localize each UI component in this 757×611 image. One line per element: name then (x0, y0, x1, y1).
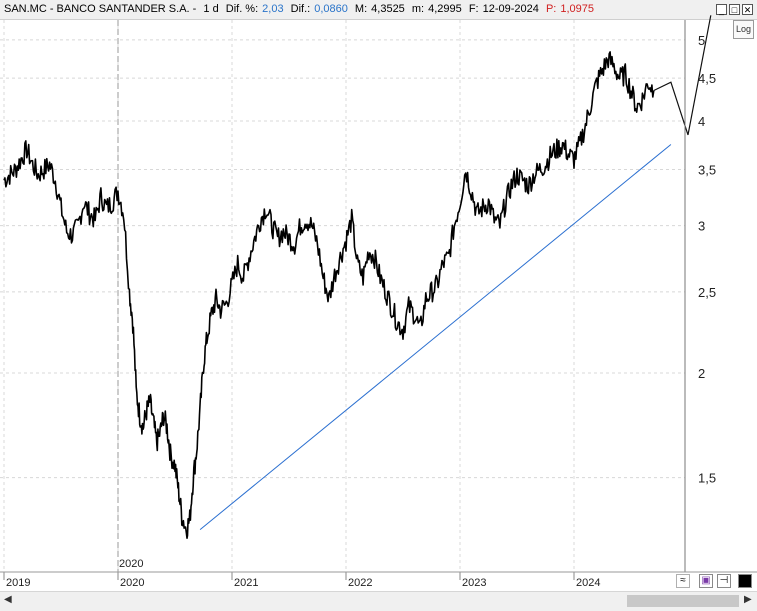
y-tick-label: 3,5 (698, 163, 716, 178)
dif-pct-value: 2,03 (262, 3, 284, 15)
x-tick-label: 2023 (462, 577, 486, 589)
wave-tool-icon[interactable]: ≈ (676, 574, 690, 588)
min-label: m: (411, 3, 425, 15)
x-tick-label: 2024 (576, 577, 600, 589)
support-trendline (199, 144, 672, 531)
p-value: 1,0975 (560, 3, 595, 15)
y-tick-label: 5 (698, 33, 705, 48)
scroll-left-icon[interactable]: ◀ (4, 594, 12, 605)
dif-value: 0,0860 (314, 3, 348, 15)
date-label: F: (468, 3, 479, 15)
symbol-label: SAN.MC - BANCO SANTANDER S.A. - (4, 3, 197, 15)
period-label: 1 d (203, 3, 219, 15)
minimize-icon[interactable]: _ (716, 4, 727, 15)
min-value: 4,2995 (428, 3, 462, 15)
max-value: 4,3525 (371, 3, 405, 15)
y-tick-label: 3 (698, 219, 705, 234)
projection-path (653, 15, 712, 136)
trendline (199, 15, 712, 531)
scroll-right-icon[interactable]: ▶ (744, 594, 752, 605)
axes: 5 4,5 4 3,5 3 2,5 2 1,5 2019 2020 2021 2022 2023 2024 (0, 20, 757, 589)
y-tick-label: 2 (698, 366, 705, 381)
max-label: M: (354, 3, 368, 15)
price-chart[interactable]: 2020 5 4,5 4 3,5 3 2,5 2 1,5 2019 2020 2021 2022 202… (0, 0, 757, 592)
maximize-icon[interactable]: □ (729, 4, 740, 15)
y-tick-label: 2,5 (698, 285, 716, 300)
y-tick-label: 1,5 (698, 471, 716, 486)
dif-label: Dif.: (290, 3, 311, 15)
x-tick-label: 2022 (348, 577, 372, 589)
price-series (3, 51, 655, 539)
y-tick-label: 4 (698, 114, 705, 129)
grid (0, 20, 685, 572)
price-line (3, 51, 655, 539)
scroll-thumb[interactable] (627, 595, 739, 607)
chart-header: SAN.MC - BANCO SANTANDER S.A. - 1 d Dif.… (0, 0, 757, 20)
close-icon[interactable]: ✕ (742, 4, 753, 15)
vertical-marker-label: 2020 (119, 558, 143, 570)
y-tick-label: 4,5 (698, 71, 716, 86)
x-tick-label: 2019 (6, 577, 30, 589)
color-swatch[interactable] (738, 574, 752, 588)
save-icon[interactable]: ▣ (699, 574, 713, 588)
x-tick-label: 2020 (120, 577, 144, 589)
x-tick-label: 2021 (234, 577, 258, 589)
log-scale-toggle[interactable]: Log (733, 20, 754, 39)
dif-pct-label: Dif. %: (225, 3, 259, 15)
pin-icon[interactable]: ⊣ (717, 574, 731, 588)
horizontal-scrollbar[interactable]: ◀ ▶ (0, 591, 757, 611)
p-label: P: (545, 3, 557, 15)
vertical-marker: 2020 (117, 20, 143, 572)
date-value: 12-09-2024 (482, 3, 539, 15)
